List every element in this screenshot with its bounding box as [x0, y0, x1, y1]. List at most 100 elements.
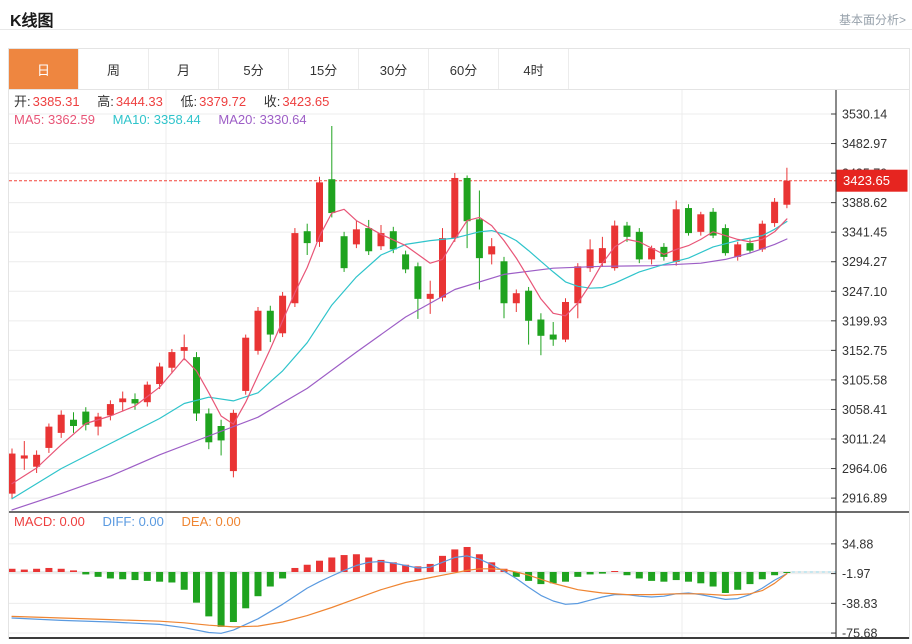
macd-bar	[697, 572, 705, 584]
kline-chart-svg: 3530.143482.973435.793388.623341.453294.…	[9, 90, 909, 639]
macd-bar	[451, 549, 459, 572]
macd-bar	[365, 557, 373, 572]
macd-bar	[57, 568, 65, 572]
tab-5min[interactable]: 5分	[219, 49, 289, 89]
candle-body	[758, 223, 766, 250]
candle-body	[57, 414, 65, 433]
candle-body	[82, 411, 90, 425]
candle-body	[500, 261, 508, 304]
candle-body	[734, 244, 742, 257]
tab-4hour[interactable]: 4时	[499, 49, 569, 89]
candle-body	[721, 228, 729, 254]
candle-body	[697, 214, 705, 232]
tab-15min[interactable]: 15分	[289, 49, 359, 89]
candle-body	[709, 211, 717, 236]
macd-bar	[746, 572, 754, 585]
y-axis-label: 3152.75	[842, 344, 887, 358]
candle-body	[623, 225, 631, 237]
tab-month[interactable]: 月	[149, 49, 219, 89]
macd-bar	[635, 572, 643, 579]
macd-bar	[414, 566, 422, 572]
candle-body	[426, 293, 434, 299]
candle-body	[672, 209, 680, 262]
macd-bar	[229, 572, 237, 623]
y-axis-label: -38.83	[842, 597, 877, 611]
candle-body	[746, 243, 754, 251]
y-axis-label: 3530.14	[842, 108, 887, 122]
candle-body	[648, 248, 656, 260]
macd-bar	[279, 572, 287, 579]
candle-body	[106, 404, 114, 416]
macd-bar	[340, 555, 348, 572]
candle-body	[20, 455, 28, 459]
candle-body	[94, 416, 102, 427]
macd-bar	[291, 567, 299, 572]
page-header: K线图 基本面分析>	[0, 0, 912, 30]
tab-week[interactable]: 周	[79, 49, 149, 89]
macd-bar	[611, 571, 619, 572]
candle-body	[586, 249, 594, 269]
candle-body	[143, 384, 151, 403]
candle-body	[783, 180, 791, 205]
candle-body	[229, 412, 237, 472]
candle-body	[562, 301, 569, 340]
candle-body	[45, 426, 53, 448]
macd-bar	[143, 572, 151, 581]
y-axis-label: 2964.06	[842, 462, 887, 476]
candle-body	[377, 233, 385, 247]
candle-body	[537, 319, 545, 336]
candle-body	[180, 347, 188, 351]
diff-line	[11, 555, 788, 634]
candle-body	[352, 229, 360, 245]
macd-bar	[254, 572, 262, 597]
candle-body	[242, 337, 250, 391]
candle-body	[217, 426, 225, 441]
macd-bar	[106, 572, 114, 579]
macd-bar	[82, 572, 90, 575]
macd-bar	[426, 563, 434, 572]
candle-body	[660, 246, 668, 257]
y-axis-label: 3482.97	[842, 137, 887, 151]
macd-bar	[783, 572, 791, 573]
candle-body	[316, 182, 323, 242]
macd-bar	[303, 564, 311, 572]
ma5-line	[11, 208, 788, 485]
candle-body	[291, 233, 299, 304]
candle-body	[488, 246, 496, 255]
macd-bar	[193, 572, 200, 603]
tab-60min[interactable]: 60分	[429, 49, 499, 89]
macd-bar	[45, 567, 53, 572]
macd-bar	[721, 572, 729, 593]
macd-bar	[488, 562, 496, 572]
y-axis-label: 34.88	[842, 537, 873, 551]
candle-body	[9, 453, 16, 494]
period-tabbar: 日 周 月 5分 15分 30分 60分 4时	[9, 49, 909, 90]
macd-bar	[512, 572, 520, 577]
macd-bar	[352, 554, 360, 572]
macd-bar	[94, 572, 102, 577]
y-axis-label: -1.97	[842, 567, 871, 581]
macd-bar	[316, 560, 323, 572]
page-title: K线图	[10, 13, 54, 30]
macd-bar	[475, 554, 483, 572]
macd-bar	[389, 562, 397, 572]
macd-bar	[180, 572, 188, 590]
candle-body	[475, 219, 483, 259]
macd-bar	[734, 572, 742, 590]
macd-bar	[402, 564, 410, 572]
chart-area[interactable]: 3530.143482.973435.793388.623341.453294.…	[9, 90, 909, 639]
candle-body	[771, 201, 779, 224]
y-axis-label: 3105.58	[842, 373, 887, 387]
macd-bar	[463, 546, 471, 572]
macd-bar	[771, 572, 779, 576]
candle-body	[451, 177, 459, 239]
tab-30min[interactable]: 30分	[359, 49, 429, 89]
macd-bar	[156, 572, 164, 582]
candle-body	[328, 179, 336, 214]
macd-bar	[20, 569, 28, 572]
y-axis-label: 2916.89	[842, 492, 887, 506]
tab-day[interactable]: 日	[9, 49, 79, 89]
fundamental-analysis-link[interactable]: 基本面分析>	[838, 13, 906, 27]
macd-bar	[242, 572, 250, 609]
dea-line	[11, 568, 788, 628]
